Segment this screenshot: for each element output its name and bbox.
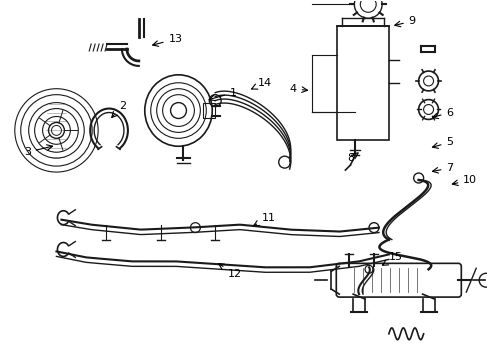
Text: 2: 2: [112, 100, 126, 117]
Text: 9: 9: [394, 16, 415, 27]
Text: 7: 7: [431, 163, 453, 173]
Text: 13: 13: [152, 34, 182, 46]
Text: 3: 3: [24, 145, 52, 157]
Text: 6: 6: [431, 108, 452, 118]
Text: 14: 14: [251, 78, 271, 89]
Bar: [337, 26, 388, 140]
Bar: [203, 103, 215, 118]
Text: 15: 15: [382, 252, 402, 265]
Text: 10: 10: [451, 175, 476, 185]
Text: 12: 12: [218, 264, 242, 279]
Text: 11: 11: [253, 213, 275, 226]
Text: 8: 8: [346, 153, 357, 163]
Text: 4: 4: [289, 84, 307, 94]
Circle shape: [170, 103, 186, 118]
Text: 1: 1: [209, 88, 237, 101]
Circle shape: [48, 122, 64, 138]
Text: 5: 5: [431, 137, 452, 148]
